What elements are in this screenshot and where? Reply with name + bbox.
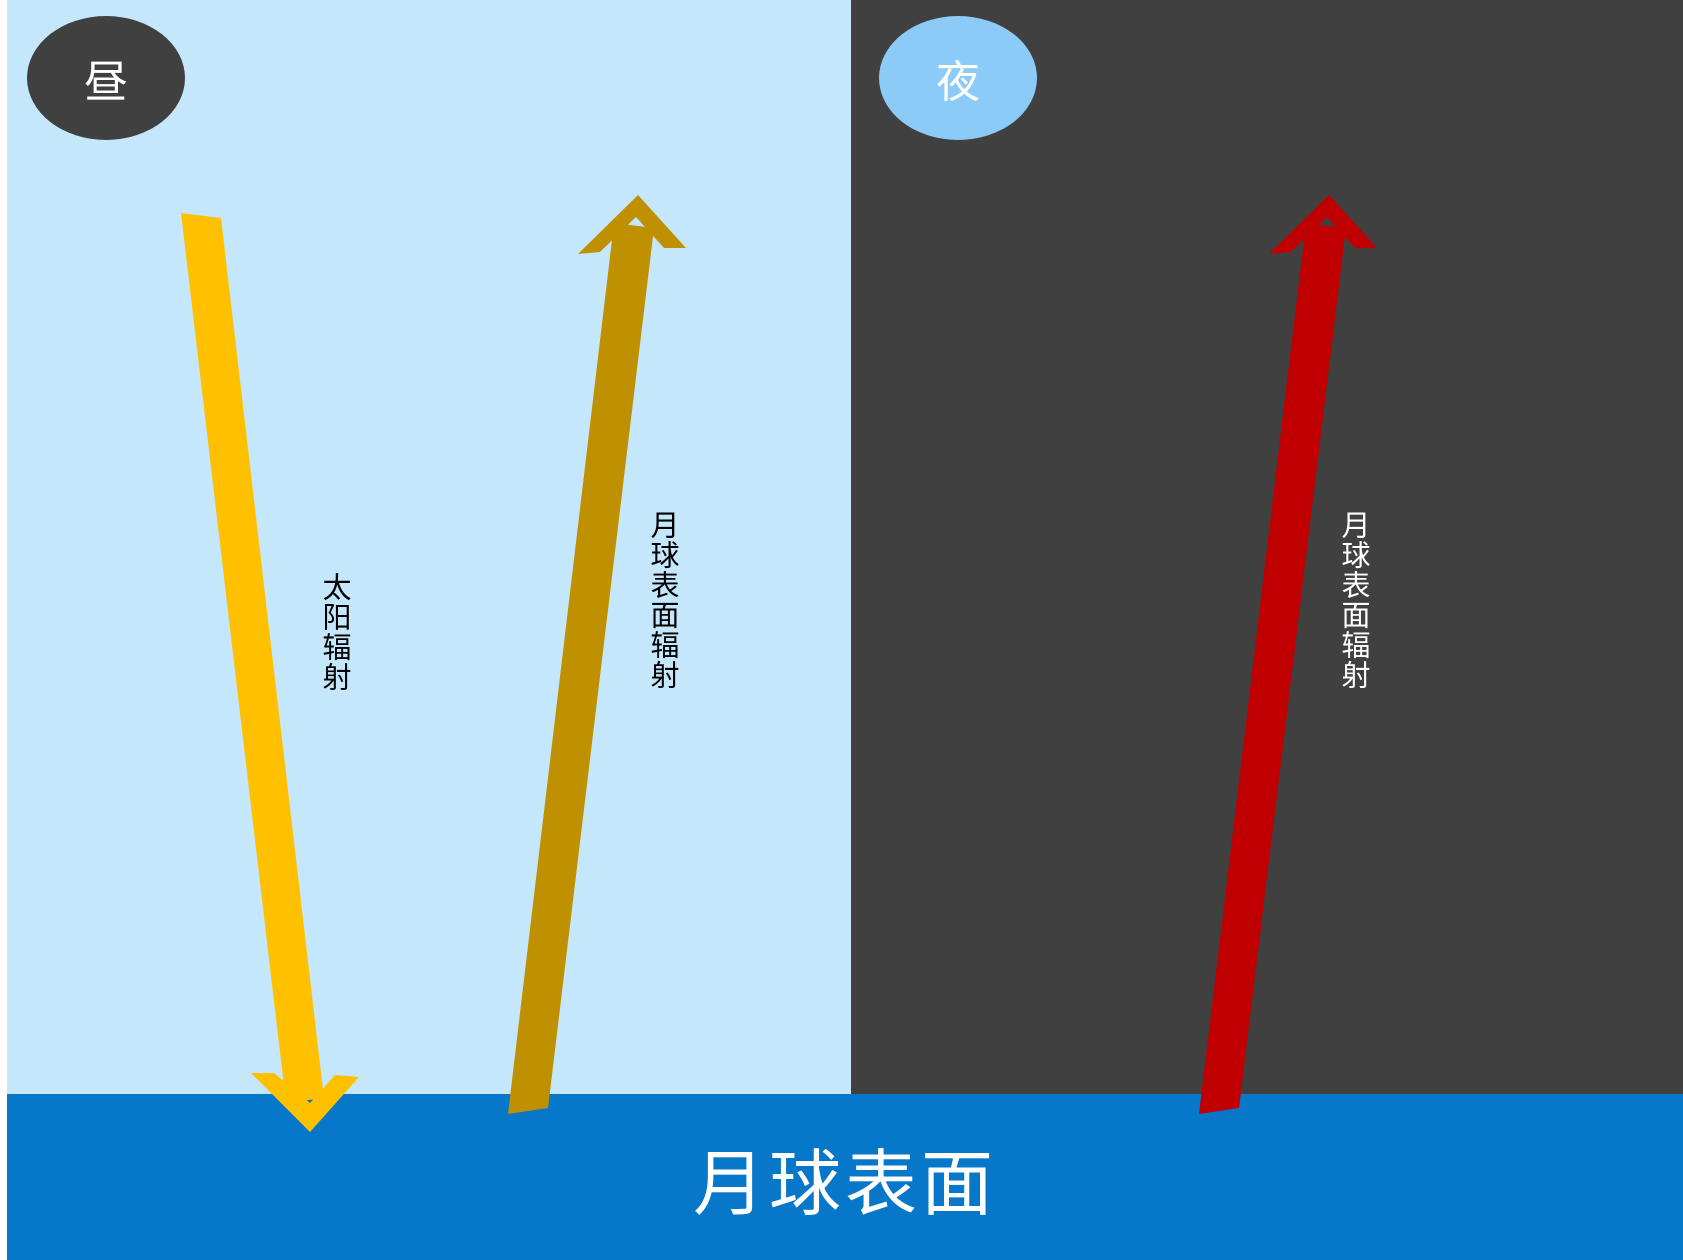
night-badge: 夜 bbox=[879, 16, 1037, 140]
day-panel bbox=[7, 0, 851, 1094]
night-panel bbox=[851, 0, 1683, 1094]
night-badge-label: 夜 bbox=[936, 46, 980, 110]
night-surface-radiation-label: 月球表面辐射 bbox=[1339, 510, 1368, 690]
lunar-surface: 月球表面 bbox=[7, 1094, 1683, 1260]
day-surface-radiation-label: 月球表面辐射 bbox=[648, 510, 677, 690]
lunar-surface-label: 月球表面 bbox=[7, 1094, 1683, 1260]
day-badge: 昼 bbox=[27, 16, 185, 140]
day-badge-label: 昼 bbox=[84, 46, 128, 110]
solar-radiation-label: 太阳辐射 bbox=[320, 572, 349, 692]
